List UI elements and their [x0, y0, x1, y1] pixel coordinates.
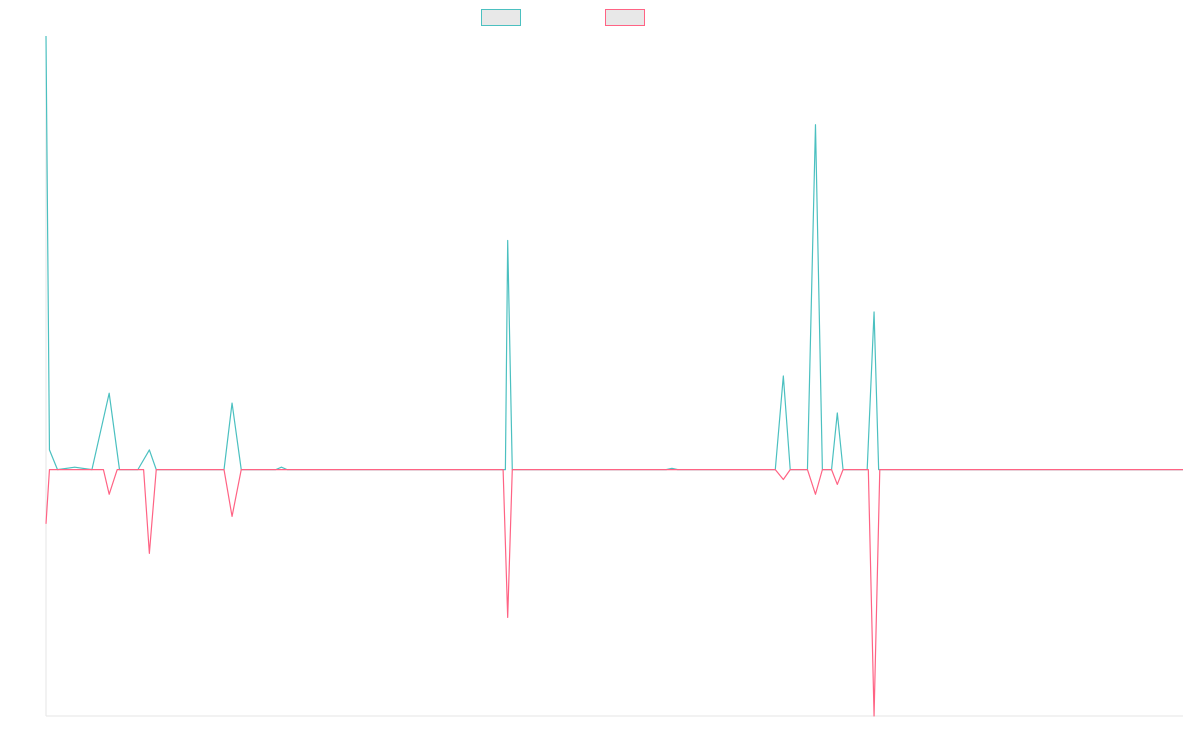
legend-swatch-positive[interactable] [481, 9, 521, 26]
series-line-negative [45, 469, 1183, 717]
legend-swatch-negative[interactable] [605, 9, 645, 26]
legend [481, 9, 645, 26]
series-line-positive [45, 35, 1183, 471]
series-group [45, 35, 1183, 717]
axes [45, 36, 1183, 717]
